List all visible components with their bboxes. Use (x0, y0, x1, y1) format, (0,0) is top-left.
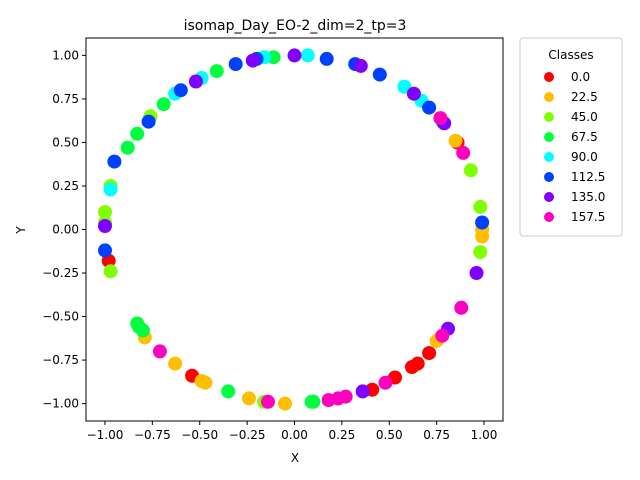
data-point (168, 356, 183, 371)
x-tick-label: −0.50 (181, 428, 218, 442)
points-layer (98, 48, 490, 411)
y-tick-label: 0.75 (52, 92, 79, 106)
legend-entry: 22.5 (571, 90, 598, 104)
data-point (120, 140, 135, 155)
data-point (141, 114, 156, 129)
data-point (353, 58, 368, 73)
legend-marker (544, 212, 554, 222)
data-point (98, 205, 112, 220)
data-point (410, 356, 425, 371)
data-point (372, 67, 387, 82)
y-tick-label: −0.50 (42, 310, 79, 324)
y-tick-label: −1.00 (42, 397, 79, 411)
data-point (475, 229, 490, 244)
y-axis: −1.00 −0.75 −0.50 −0.25 0.00 0.25 0.50 0.75 1.00 (42, 48, 86, 411)
data-point (98, 219, 112, 233)
data-point (469, 266, 484, 280)
data-point (378, 375, 393, 390)
data-point (456, 145, 471, 160)
data-point (156, 97, 171, 112)
x-tick-label: −0.75 (134, 428, 171, 442)
x-tick-label: 0.50 (376, 428, 403, 442)
data-point (107, 154, 122, 169)
data-point (435, 328, 450, 343)
data-point (287, 48, 302, 63)
data-point (355, 384, 370, 399)
legend-box (519, 37, 623, 237)
legend-marker (544, 72, 554, 82)
data-point (454, 300, 469, 315)
y-tick-label: 0.50 (52, 135, 79, 149)
y-tick-label: 1.00 (52, 48, 79, 62)
x-tick-label: −0.25 (229, 428, 266, 442)
data-point (228, 57, 243, 72)
legend-marker (544, 132, 554, 142)
data-point (130, 126, 145, 141)
data-point (152, 344, 167, 359)
x-axis: −1.00 −0.75 −0.50 −0.25 0.00 0.25 0.50 0.75 1.00 (87, 421, 498, 442)
data-point (209, 64, 224, 79)
legend-entry: 67.5 (571, 130, 598, 144)
data-point (300, 48, 315, 63)
data-point (188, 74, 203, 89)
data-point (173, 83, 188, 98)
data-point (406, 86, 421, 101)
legend-marker (544, 172, 554, 182)
legend-marker (544, 152, 554, 162)
y-tick-label: −0.25 (42, 266, 79, 280)
legend-marker (544, 192, 554, 202)
y-tick-label: 0.00 (52, 223, 79, 237)
y-tick-label: −0.75 (42, 353, 79, 367)
legend-entry: 157.5 (571, 210, 605, 224)
x-tick-label: 1.00 (471, 428, 498, 442)
plot-frame (85, 37, 504, 422)
x-tick-label: −1.00 (87, 428, 124, 442)
data-point (103, 182, 118, 197)
data-point (473, 245, 488, 260)
legend-entry: 112.5 (571, 170, 605, 184)
x-tick-label: 0.25 (329, 428, 356, 442)
legend-entry: 90.0 (571, 150, 598, 164)
legend-marker (544, 112, 554, 122)
data-point (103, 264, 118, 279)
x-tick-label: 0.00 (281, 428, 308, 442)
data-point (198, 375, 213, 390)
data-point (448, 133, 463, 148)
data-point (422, 346, 437, 361)
data-point (278, 396, 292, 411)
data-point (475, 215, 490, 230)
data-point (98, 243, 112, 258)
data-point (319, 51, 334, 66)
data-point (338, 389, 353, 404)
data-point (473, 199, 488, 214)
data-point (221, 384, 236, 399)
legend-entry: 0.0 (571, 70, 590, 84)
legend-entry: 135.0 (571, 190, 605, 204)
data-point (306, 394, 321, 409)
y-tick-label: 0.25 (52, 179, 79, 193)
data-point (242, 391, 256, 406)
data-point (422, 100, 437, 115)
chart-title: isomap_Day_EO-2_dim=2_tp=3 (184, 18, 407, 34)
x-axis-label: X (291, 451, 299, 465)
data-point (135, 323, 150, 338)
legend-entry: 45.0 (571, 110, 598, 124)
y-axis-label: Y (14, 226, 28, 235)
legend-marker (544, 92, 554, 102)
x-tick-label: 0.75 (423, 428, 450, 442)
data-point (245, 53, 260, 68)
data-point (463, 163, 478, 178)
data-point (433, 111, 448, 126)
legend: Classes 0.0 22.5 45.0 67.5 90.0 112.5 135.0 157… (519, 37, 623, 237)
data-point (261, 394, 275, 409)
legend-title: Classes (548, 48, 593, 62)
